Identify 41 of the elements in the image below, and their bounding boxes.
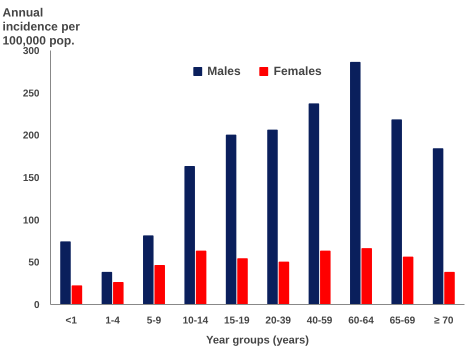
bar [226, 134, 236, 304]
bar [350, 62, 361, 304]
legend-label: Females [274, 64, 322, 78]
bar [143, 235, 154, 304]
y-tick-label: 250 [22, 88, 40, 100]
bar [184, 166, 195, 304]
bar [60, 241, 71, 304]
x-tick-label: 20-39 [265, 316, 292, 326]
y-axis-title: Annual incidence per 100,000 pop. [2, 6, 80, 48]
bar [391, 119, 402, 304]
x-tick-label: 40-59 [306, 316, 333, 326]
bar [308, 103, 320, 304]
bar [72, 285, 82, 304]
bar [444, 272, 455, 304]
x-tick-label: 60-64 [348, 316, 374, 326]
x-tick-label: 65-69 [390, 316, 416, 326]
bar [196, 250, 206, 304]
x-tick-label: 10-14 [182, 316, 209, 326]
bar [102, 272, 112, 304]
bar [113, 282, 124, 304]
legend-label: Males [207, 64, 241, 78]
bar [432, 148, 444, 304]
bar [267, 130, 278, 304]
y-tick-label: 300 [22, 46, 40, 57]
bar [361, 248, 372, 304]
x-tick-label: ≥ 70 [434, 316, 454, 326]
x-tick-label: <1 [66, 316, 78, 326]
bar [154, 265, 165, 304]
x-tick-label: 15-19 [224, 316, 250, 326]
x-tick-label: 5-9 [146, 316, 162, 326]
y-tick-label: 200 [22, 130, 40, 142]
y-tick-label: 150 [22, 173, 40, 184]
bar [402, 256, 414, 304]
y-tick-label: 50 [28, 258, 40, 269]
bar [237, 258, 248, 304]
x-tick-label: 1-4 [105, 316, 120, 326]
y-tick-label: 100 [22, 215, 40, 226]
bar [278, 262, 290, 304]
x-axis-title: Year groups (years) [206, 334, 310, 346]
bar [320, 250, 331, 304]
y-tick-label: 0 [34, 300, 40, 311]
